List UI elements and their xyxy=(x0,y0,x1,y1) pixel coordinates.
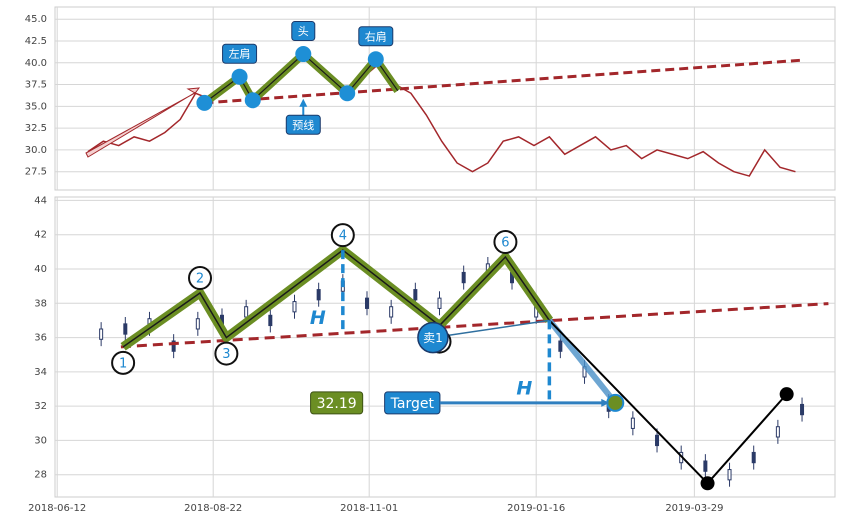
y-tick-label: 34 xyxy=(34,367,47,378)
target-arrow-head xyxy=(601,398,610,407)
sell-marker xyxy=(417,321,449,354)
pattern-point xyxy=(231,68,248,85)
vertex-label: 4 xyxy=(339,229,347,244)
candle-body xyxy=(123,323,128,335)
pattern-label: 左肩 xyxy=(229,47,251,61)
target-path xyxy=(547,318,618,405)
neckline-pointer-head xyxy=(299,98,308,107)
trend-arrow xyxy=(85,87,201,158)
y-tick-label: 32.5 xyxy=(25,123,47,134)
target-value-box xyxy=(310,391,364,415)
forecast-point xyxy=(700,476,715,491)
pattern-label-box xyxy=(291,21,316,42)
height-label: H xyxy=(310,307,326,329)
y-tick-label: 42.5 xyxy=(25,36,47,47)
y-tick-label: 44 xyxy=(34,195,47,206)
x-tick-label: 2019-01-16 xyxy=(507,503,565,514)
candle-body xyxy=(655,434,660,447)
x-tick-label: 2019-03-29 xyxy=(665,503,723,514)
target-label: Target xyxy=(390,396,435,412)
pattern-point xyxy=(367,51,384,68)
y-tick-label: 38 xyxy=(34,298,47,309)
vertex-circle xyxy=(188,266,213,290)
vertex-label: 6 xyxy=(501,236,509,251)
candle-body xyxy=(437,297,442,309)
candle-body xyxy=(751,451,756,464)
pattern-point xyxy=(196,94,213,111)
sell-link xyxy=(432,319,550,339)
sell-label: 卖1 xyxy=(423,331,443,345)
pattern-label: 头 xyxy=(298,25,309,38)
height-label: H xyxy=(516,377,532,399)
candle-body xyxy=(630,417,635,429)
candle-body xyxy=(292,301,297,313)
candle-body xyxy=(316,289,321,301)
candle-body xyxy=(365,297,369,309)
candle-body xyxy=(413,289,418,301)
y-tick-label: 42 xyxy=(34,230,47,241)
pattern-point xyxy=(339,85,356,102)
pattern-label-box xyxy=(222,43,258,64)
candle-body xyxy=(171,340,176,352)
pattern-point xyxy=(244,92,261,109)
y-tick-label: 30 xyxy=(34,435,47,446)
y-tick-label: 36 xyxy=(34,333,47,344)
neckline-label-box xyxy=(285,114,321,135)
y-tick-label: 32 xyxy=(34,401,47,412)
x-tick-label: 2018-11-01 xyxy=(340,503,398,514)
y-tick-label: 40.0 xyxy=(25,58,47,69)
vertex-circle xyxy=(330,223,355,248)
candle-body xyxy=(727,469,732,481)
candle-body xyxy=(775,426,780,438)
neckline xyxy=(120,302,829,349)
vertex-circle xyxy=(111,350,136,375)
pattern-point xyxy=(295,46,312,63)
pattern-label: 右肩 xyxy=(365,29,387,43)
forecast-point xyxy=(779,387,794,402)
x-tick-label: 2018-06-12 xyxy=(28,503,86,514)
y-tick-label: 45.0 xyxy=(25,14,47,25)
candle-body xyxy=(195,318,200,330)
y-tick-label: 40 xyxy=(34,264,47,275)
candle-body xyxy=(268,314,273,327)
neckline xyxy=(204,58,803,105)
vertex-label: 3 xyxy=(222,347,230,362)
vertex-circle xyxy=(214,341,239,366)
candle-body xyxy=(800,403,805,416)
candle-body xyxy=(461,271,466,284)
target-point xyxy=(606,393,625,412)
vertex-label: 1 xyxy=(119,356,127,371)
candle-body xyxy=(703,460,708,472)
candle-body xyxy=(389,306,394,318)
candle-body xyxy=(558,340,563,352)
neckline-label: 预线 xyxy=(292,118,314,132)
candle-body xyxy=(244,306,249,318)
y-tick-label: 37.5 xyxy=(25,80,47,91)
candle-body xyxy=(99,328,104,340)
y-tick-label: 35.0 xyxy=(25,101,47,112)
vertex-label: 2 xyxy=(196,272,204,287)
y-tick-label: 30.0 xyxy=(25,145,47,156)
vertex-circle xyxy=(493,230,518,254)
x-tick-label: 2018-08-22 xyxy=(184,503,242,514)
y-tick-label: 27.5 xyxy=(25,167,47,178)
pattern-label-box xyxy=(358,26,394,47)
y-tick-label: 28 xyxy=(34,470,47,481)
target-value: 32.19 xyxy=(317,396,357,412)
